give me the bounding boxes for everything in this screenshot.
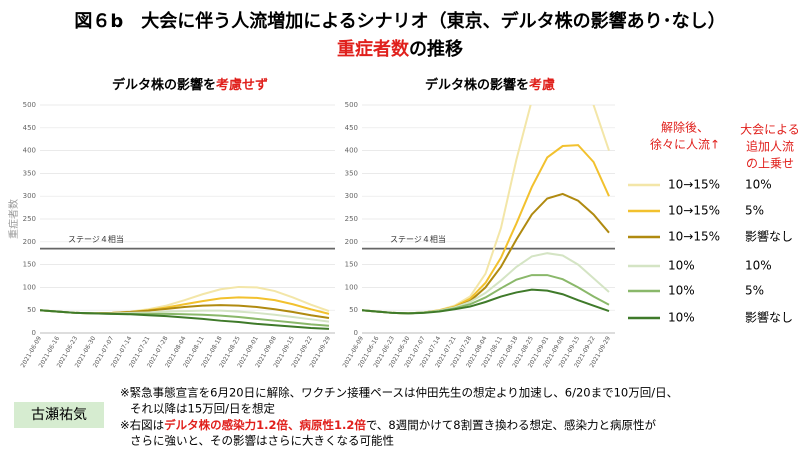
note: ※右図はデルタ株の感染力1.2倍、病原性1.2倍で、8週間かけて8割置き換わる想… <box>120 418 657 432</box>
y-tick-label: 350 <box>23 169 36 177</box>
y-tick-label: 100 <box>345 283 358 291</box>
reference-label: ステージ４相当 <box>390 234 446 244</box>
y-tick-label: 150 <box>23 261 36 269</box>
y-tick-label: 300 <box>345 192 358 200</box>
series-line <box>40 285 330 315</box>
y-tick-label: 0 <box>354 329 358 337</box>
legend-label: 10% <box>668 311 695 325</box>
author: 古瀬祐気 <box>31 407 87 423</box>
legend-label: 影響なし <box>745 229 793 244</box>
legend-header: 解除後、 <box>661 120 709 135</box>
note: それ以降は15万回/日を想定 <box>130 402 276 416</box>
y-tick-label: 250 <box>345 215 358 223</box>
y-tick-label: 300 <box>23 192 36 200</box>
legend-label: 10→15% <box>668 204 720 218</box>
series-line <box>362 288 610 315</box>
series-line <box>40 309 330 330</box>
title: 図６b 大会に伴う人流増加によるシナリオ（東京、デルタ株の影響あり･なし） <box>74 10 725 32</box>
legend-label: 10% <box>668 284 695 298</box>
chart-title-red: 考慮 <box>529 77 555 93</box>
note: ※緊急事態宣言を6月20日に解除、ワクチン接種ペースは仲田先生の想定より加速し、… <box>120 386 678 400</box>
y-tick-label: 500 <box>23 101 36 109</box>
y-tick-label: 150 <box>345 261 358 269</box>
author-box <box>14 402 104 428</box>
y-tick-label: 500 <box>345 101 358 109</box>
chart-title: デルタ株の影響を考慮せず <box>112 77 268 93</box>
series-line <box>362 192 610 315</box>
y-tick-label: 100 <box>23 283 36 291</box>
legend-header: 大会による <box>740 123 800 137</box>
legend-label: 10% <box>745 178 772 192</box>
y-tick-label: 350 <box>345 169 358 177</box>
y-tick-label: 0 <box>32 329 36 337</box>
chart-title-a: デルタ株の影響を <box>112 77 216 93</box>
legend-header: の上乗せ <box>746 157 794 171</box>
y-tick-label: 400 <box>23 147 36 155</box>
y-tick-label: 200 <box>345 238 358 246</box>
note-red: デルタ株の感染力1.2倍、病原性1.2倍 <box>164 418 366 432</box>
y-axis-label: 重症者数 <box>7 199 20 239</box>
legend-label: 10→15% <box>668 178 720 192</box>
y-tick-label: 50 <box>27 306 36 314</box>
subtitle-rest: の推移 <box>409 38 463 60</box>
legend-label: 10% <box>745 259 772 273</box>
series-line <box>362 105 610 315</box>
reference-label: ステージ４相当 <box>68 234 124 244</box>
y-tick-label: 50 <box>349 306 358 314</box>
series-line <box>362 274 610 315</box>
chart-title: デルタ株の影響を考慮 <box>425 77 555 93</box>
note: さらに強いと、その影響はさらに大きくなる可能性 <box>130 434 394 448</box>
note-b: で、8週間かけて8割置き換わる想定、感染力と病原性が <box>366 418 657 432</box>
legend-label: 5% <box>745 284 764 298</box>
chart-title-a: デルタ株の影響を <box>425 77 529 93</box>
y-tick-label: 450 <box>23 124 36 132</box>
y-tick-label: 450 <box>345 124 358 132</box>
y-tick-label: 250 <box>23 215 36 223</box>
y-tick-label: 200 <box>23 238 36 246</box>
legend-label: 5% <box>745 204 764 218</box>
legend-header: 徐々に人流↑ <box>650 137 720 152</box>
chart-title-red: 考慮せず <box>216 77 268 93</box>
legend-header: 追加人流 <box>746 139 794 154</box>
subtitle: 重症者数の推移 <box>337 38 463 60</box>
legend-label: 10→15% <box>668 230 720 244</box>
subtitle-red: 重症者数 <box>337 38 410 60</box>
note-a: ※右図は <box>120 418 164 432</box>
legend-label: 影響なし <box>745 310 793 325</box>
legend-label: 10% <box>668 259 695 273</box>
y-tick-label: 400 <box>345 147 358 155</box>
